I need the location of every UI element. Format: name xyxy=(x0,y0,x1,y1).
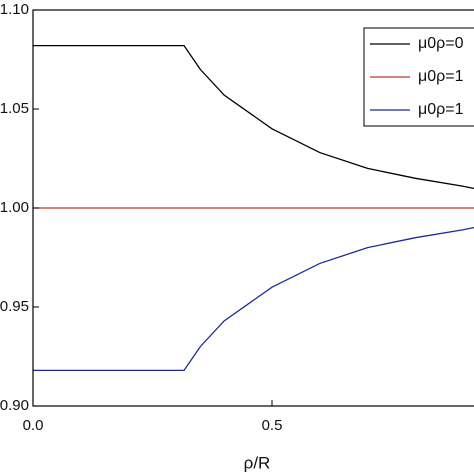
legend-label: μ0ρ=1 xyxy=(418,101,464,118)
legend-label: μ0ρ=1 xyxy=(418,68,464,85)
plot-area xyxy=(33,44,474,372)
y-tick-label: 1.10 xyxy=(0,1,29,18)
x-tick-label: 0.5 xyxy=(262,417,283,434)
y-tick-label: 1.00 xyxy=(0,199,29,216)
legend-label: μ0ρ=0 xyxy=(418,35,464,52)
x-tick-label: 0.0 xyxy=(23,417,44,434)
y-tick-label: 0.90 xyxy=(0,397,29,414)
line-series xyxy=(33,44,474,189)
y-tick-label: 0.95 xyxy=(0,298,29,315)
line-series xyxy=(33,227,474,372)
y-tick-label: 1.05 xyxy=(0,100,29,117)
x-axis-label: ρ/R xyxy=(244,453,271,472)
plot-frame xyxy=(32,9,474,407)
